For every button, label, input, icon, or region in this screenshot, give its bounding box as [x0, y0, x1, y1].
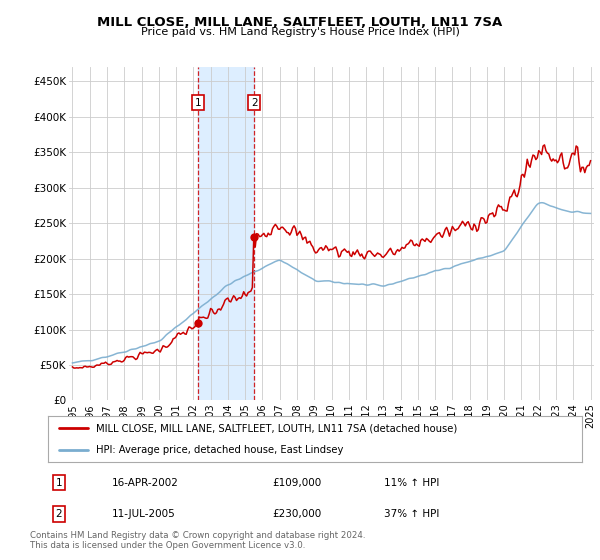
Text: 1: 1: [195, 97, 202, 108]
Text: MILL CLOSE, MILL LANE, SALTFLEET, LOUTH, LN11 7SA (detached house): MILL CLOSE, MILL LANE, SALTFLEET, LOUTH,…: [96, 423, 457, 433]
Text: 11% ↑ HPI: 11% ↑ HPI: [385, 478, 440, 488]
Text: HPI: Average price, detached house, East Lindsey: HPI: Average price, detached house, East…: [96, 445, 343, 455]
Text: MILL CLOSE, MILL LANE, SALTFLEET, LOUTH, LN11 7SA: MILL CLOSE, MILL LANE, SALTFLEET, LOUTH,…: [97, 16, 503, 29]
Text: 37% ↑ HPI: 37% ↑ HPI: [385, 509, 440, 519]
Text: £230,000: £230,000: [272, 509, 322, 519]
Text: Contains HM Land Registry data © Crown copyright and database right 2024.
This d: Contains HM Land Registry data © Crown c…: [30, 531, 365, 550]
Text: £109,000: £109,000: [272, 478, 322, 488]
Bar: [199, 67, 254, 400]
Text: 2: 2: [55, 509, 62, 519]
Text: 16-APR-2002: 16-APR-2002: [112, 478, 179, 488]
Text: 2: 2: [251, 97, 257, 108]
Text: 1: 1: [55, 478, 62, 488]
Text: Price paid vs. HM Land Registry's House Price Index (HPI): Price paid vs. HM Land Registry's House …: [140, 27, 460, 37]
Text: 11-JUL-2005: 11-JUL-2005: [112, 509, 176, 519]
